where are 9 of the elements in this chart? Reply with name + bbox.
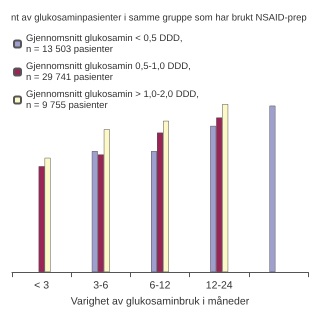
chart-title: nt av glukosaminpasienter i samme gruppe som har brukt NSAID-prep [11,12,307,24]
x-axis-title: Varighet av glukosaminbruk i måneder [70,296,250,308]
legend-label: Gjennomsnitt glukosamin > 1,0-2,0 DDD, n = 9 755 pasienter [26,89,199,111]
x-tick-label: < 3 [34,280,50,292]
x-tick-label: 12-24 [206,280,233,292]
x-tick-label: 3-6 [93,280,109,292]
legend-label: Gjennomsnitt glukosamin < 0,5 DDD, n = 13 503 pasienter [26,33,183,55]
legend-label: Gjennomsnitt glukosamin 0,5-1,0 DDD, n = 29 741 pasienter [26,61,191,83]
x-tick-label: 6-12 [149,280,171,292]
